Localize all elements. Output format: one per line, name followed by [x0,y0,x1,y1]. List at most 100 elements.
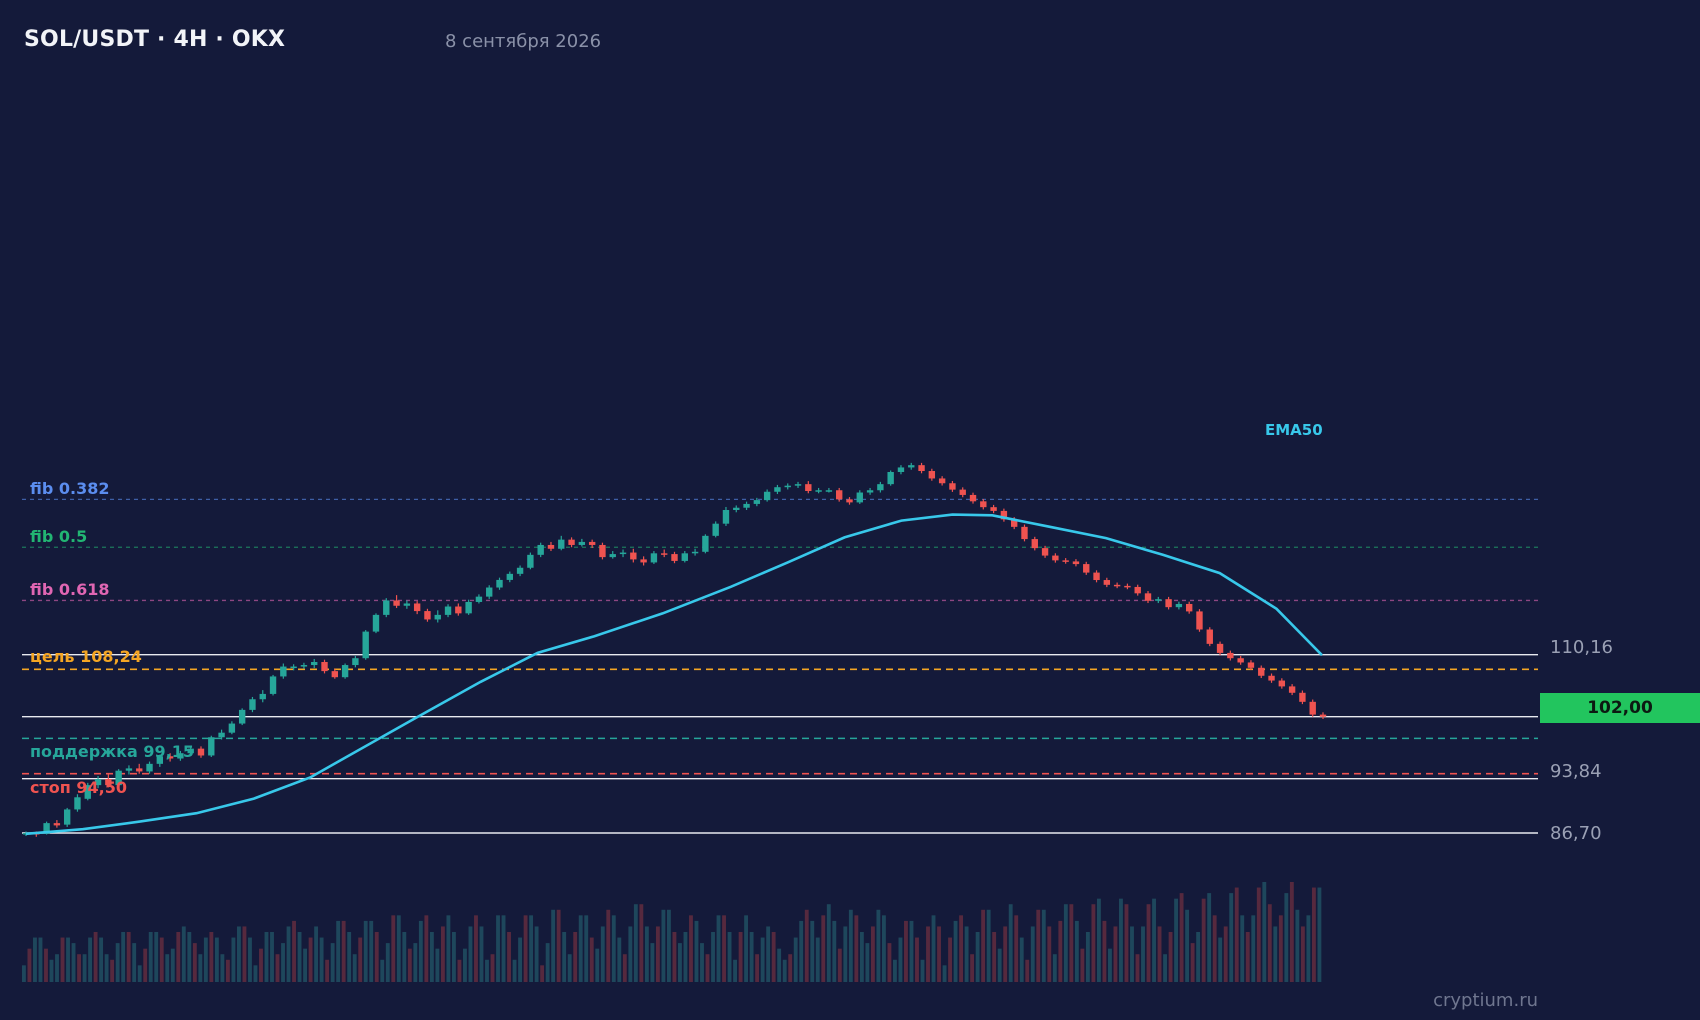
volume-bar [1278,915,1283,982]
candle [1309,701,1316,715]
volume-bar [1190,943,1195,982]
candle [208,737,215,756]
candle [53,823,61,826]
candle [372,614,380,632]
volume-bar [1240,915,1245,982]
support-label: поддержка 99,15 [30,742,194,762]
volume-bar [948,937,952,982]
volume-bar [755,954,760,982]
volume-bar [137,965,142,982]
volume-bar [49,959,54,982]
volume-bar [154,932,159,982]
candle [866,490,874,493]
candle [259,693,266,700]
volume-bar [187,932,192,982]
candle [1227,652,1234,659]
volume-bar [1080,948,1085,982]
fib-0382-label: fib 0.382 [30,479,110,499]
candle [1299,692,1306,702]
candle [1268,675,1275,681]
volume-bar [1091,904,1096,982]
volume-bar [1212,915,1217,982]
volume-bar [716,915,721,982]
candle [794,484,802,486]
candle [84,785,91,799]
volume-bar [700,943,704,982]
candle [94,779,102,786]
volume-bar [479,926,484,982]
volume-bar [573,932,578,982]
candle [1175,603,1183,608]
volume-bar [793,937,798,982]
volume-bar [518,937,523,982]
volume-bar [788,954,793,982]
chart-date: 8 сентября 2026 [445,31,602,52]
candle [815,490,822,492]
candle [1000,510,1008,520]
volume-bar [66,937,70,982]
candle [1124,585,1131,588]
candle [990,507,997,511]
volume-bar [551,909,556,982]
volume-bar [854,915,859,982]
volume-bar [655,926,660,982]
volume-bar [121,932,126,982]
volume-bar [898,937,903,982]
volume-bar [904,920,908,982]
volume-bar [876,909,881,982]
volume-bar [1146,904,1151,982]
volume-bar [126,932,131,982]
volume-bar [380,959,385,982]
candle [1134,586,1141,594]
volume-bar [33,937,37,982]
volume-bar [424,915,429,982]
volume-bar [27,948,32,982]
candle [527,554,534,568]
candle [753,500,761,504]
volume-bar [463,948,467,982]
volume-bar [540,965,545,982]
candle [743,503,750,508]
volume-bar [132,943,137,982]
volume-bar [534,926,539,982]
volume-bar [722,915,726,982]
candle [43,823,50,834]
volume-bar [1108,948,1112,982]
volume-bar [181,926,186,982]
candle [187,748,194,754]
volume-bar [242,926,247,982]
candle [74,797,81,810]
candle [938,478,946,484]
volume-bar [1047,926,1052,982]
volume-bar [71,943,76,982]
candle [249,699,256,710]
volume-bar [1019,937,1024,982]
volume-bar [865,943,870,982]
candle [547,544,555,549]
candle [846,499,853,503]
candle [1144,593,1152,601]
volume-bar [1163,954,1167,982]
volume-bar [264,932,269,982]
candle [300,665,308,667]
volume-bar [1273,926,1278,982]
volume-bar [986,909,991,982]
volume-bar [231,937,236,982]
volume-bar [1196,932,1201,982]
volume-bar [749,932,754,982]
volume-bar [727,932,732,982]
candle [712,523,719,536]
volume-bar [1141,926,1145,982]
candle [630,552,637,560]
volume-bar [143,948,148,982]
volume-bar [1234,887,1239,982]
volume-bar [435,948,440,982]
volume-bar [744,915,749,982]
volume-bar [369,920,374,982]
volume-bar [236,926,241,982]
volume-bar [44,948,48,982]
candle [661,553,668,555]
volume-bar [633,904,638,982]
volume-bar [1168,932,1173,982]
